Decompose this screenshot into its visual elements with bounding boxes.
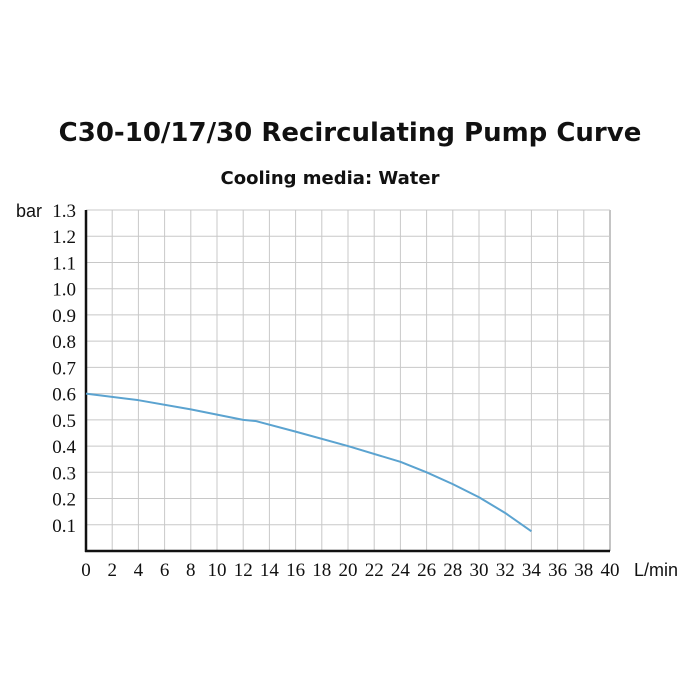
y-tick-label: 0.2	[52, 490, 76, 511]
y-tick-label: 1.2	[52, 227, 76, 248]
x-axis-label: L/min	[634, 560, 678, 580]
pump-curve-line	[85, 392, 532, 533]
y-tick-label: 0.8	[52, 332, 76, 353]
chart-title: C30-10/17/30 Recirculating Pump Curve	[58, 118, 642, 148]
y-tick-label: 1.0	[52, 280, 76, 301]
x-tick-label: 38	[574, 560, 593, 581]
y-tick-label: 0.3	[52, 463, 76, 484]
x-tick-label: 30	[470, 560, 489, 581]
x-tick-label: 26	[417, 560, 436, 581]
y-tick-label: 1.3	[52, 201, 76, 222]
x-tick-label: 10	[208, 560, 227, 581]
x-tick-label: 28	[443, 560, 462, 581]
x-tick-label: 32	[496, 560, 515, 581]
y-tick-label: 0.1	[52, 516, 76, 537]
x-tick-label: 16	[286, 560, 305, 581]
y-tick-label: 0.9	[52, 306, 76, 327]
x-tick-label: 0	[81, 560, 91, 581]
y-tick-label: 0.7	[52, 358, 76, 379]
x-tick-label: 22	[365, 560, 384, 581]
x-tick-label: 6	[160, 560, 170, 581]
y-tick-label: 0.6	[52, 385, 76, 406]
x-tick-label: 40	[601, 560, 620, 581]
x-tick-label: 14	[260, 560, 280, 581]
x-tick-label: 8	[186, 560, 196, 581]
x-tick-label: 20	[339, 560, 358, 581]
y-tick-label: 0.5	[52, 411, 76, 432]
x-tick-label: 2	[107, 560, 117, 581]
x-tick-label: 24	[391, 560, 411, 581]
chart-subtitle: Cooling media: Water	[220, 168, 440, 189]
x-tick-label: 4	[134, 560, 144, 581]
x-tick-label: 34	[522, 560, 542, 581]
x-tick-label: 12	[234, 560, 253, 581]
y-axis-label: bar	[16, 201, 42, 221]
y-tick-label: 1.1	[52, 253, 76, 274]
y-tick-label: 0.4	[52, 437, 76, 458]
x-tick-label: 18	[312, 560, 331, 581]
x-tick-label: 36	[548, 560, 567, 581]
